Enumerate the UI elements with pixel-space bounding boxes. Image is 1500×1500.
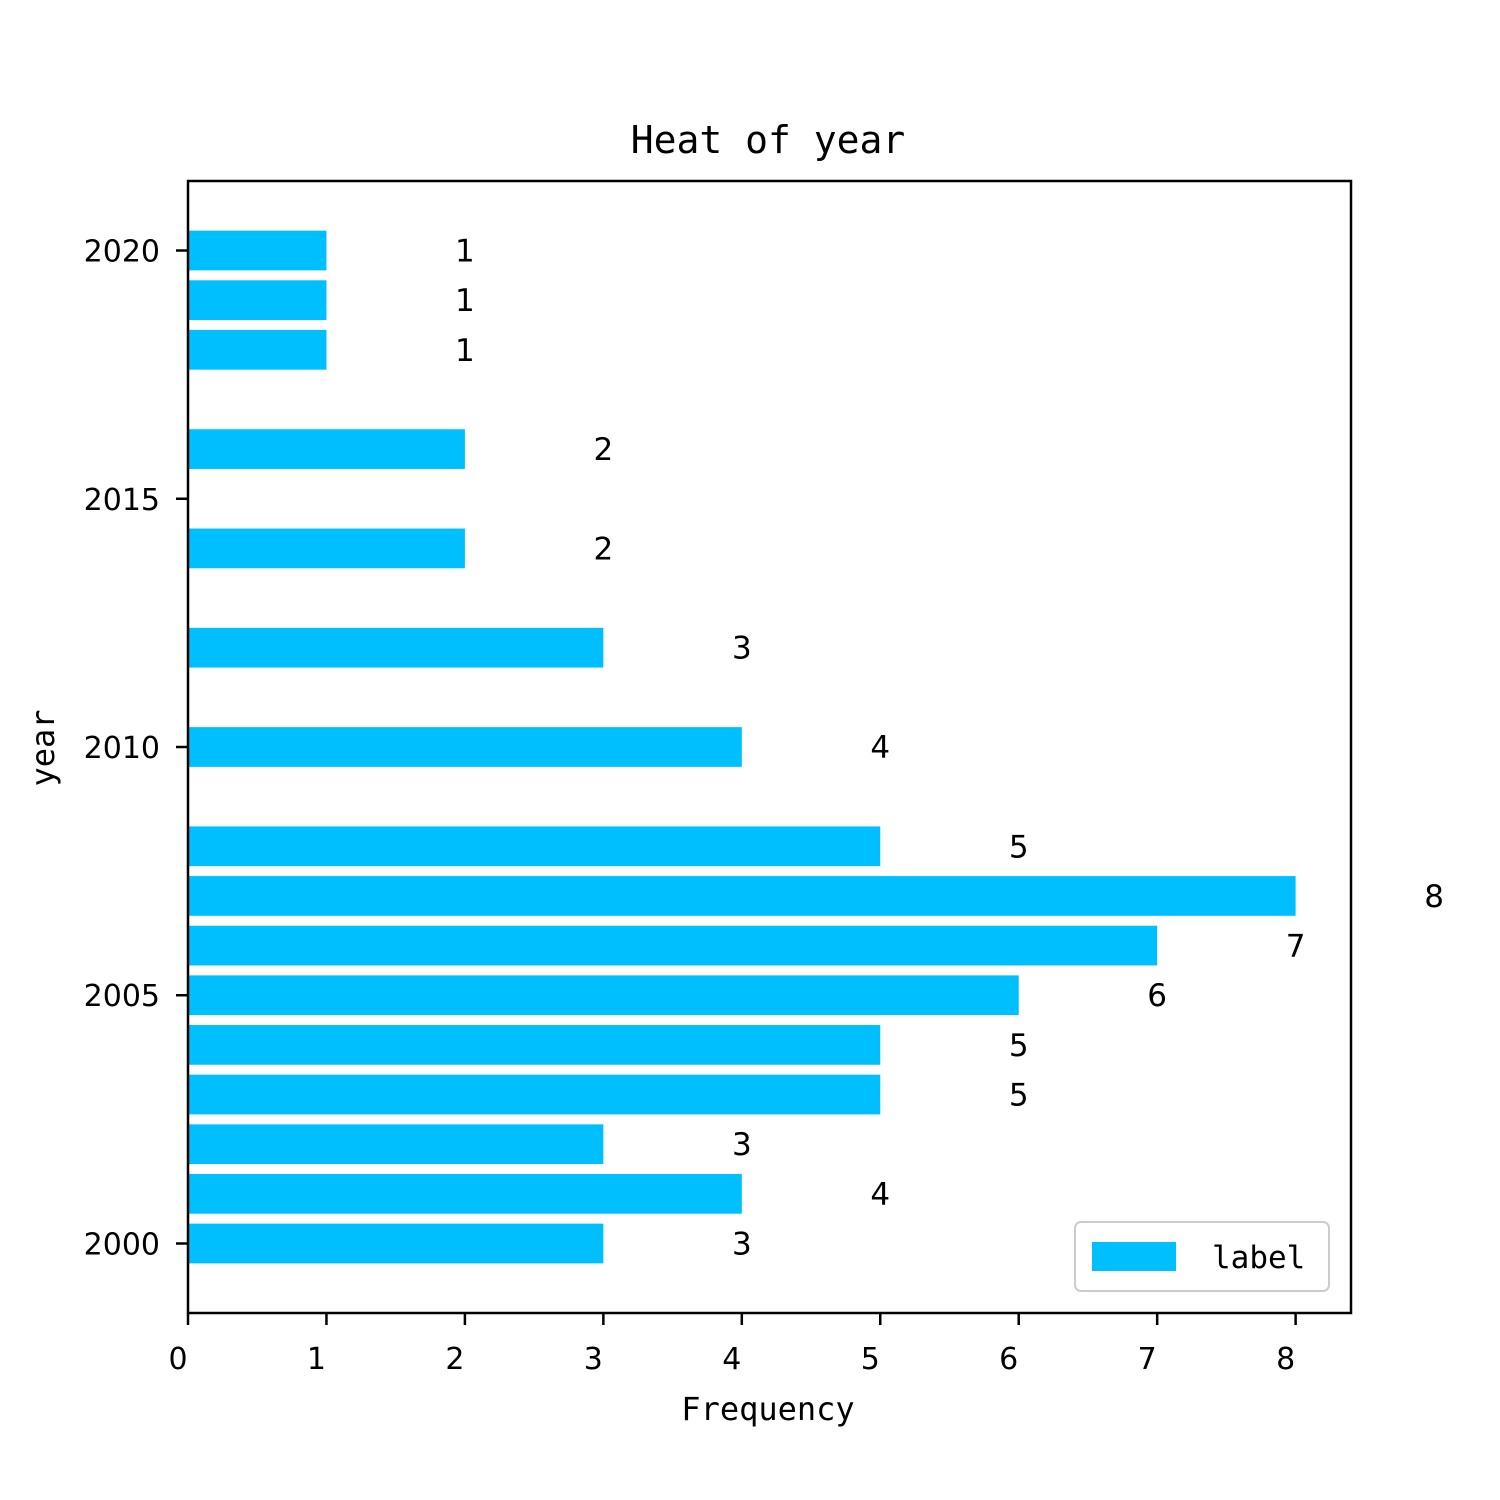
bar-2008 bbox=[188, 826, 881, 867]
x-tick-label-0: 0 bbox=[168, 1342, 187, 1377]
x-axis-ticks: 0 1 2 3 4 5 6 7 8 bbox=[168, 1313, 1297, 1377]
bars-group bbox=[188, 230, 1296, 1264]
y-axis-label: year bbox=[24, 709, 62, 786]
legend: label bbox=[1074, 1221, 1330, 1292]
bar-2014 bbox=[188, 528, 465, 569]
bar-2002 bbox=[188, 1124, 604, 1165]
bar-2006 bbox=[188, 925, 1158, 966]
bar-2003 bbox=[188, 1074, 881, 1115]
value-label-2010: 4 bbox=[870, 730, 890, 766]
value-label-2014: 2 bbox=[593, 531, 613, 567]
legend-entry-label: label bbox=[1212, 1240, 1305, 1276]
y-axis-ticks: 2000 2005 2010 2015 2020 bbox=[84, 235, 188, 1262]
bar-2020 bbox=[188, 230, 327, 271]
bar-2001 bbox=[188, 1173, 742, 1214]
bar-2005 bbox=[188, 975, 1019, 1016]
value-label-2007: 8 bbox=[1424, 879, 1444, 915]
y-tick-label-2020: 2020 bbox=[84, 235, 160, 270]
value-label-2006: 7 bbox=[1286, 929, 1306, 965]
value-label-2004: 5 bbox=[1009, 1028, 1029, 1064]
value-label-2019: 1 bbox=[455, 283, 475, 319]
value-label-2008: 5 bbox=[1009, 829, 1029, 865]
x-tick-label-5: 5 bbox=[861, 1342, 880, 1377]
y-tick-label-2010: 2010 bbox=[84, 731, 160, 766]
y-tick-label-2000: 2000 bbox=[84, 1227, 160, 1262]
value-label-2012: 3 bbox=[732, 631, 752, 667]
value-labels-group: 3 4 3 5 5 6 7 8 5 4 3 2 2 1 1 1 bbox=[455, 234, 1444, 1263]
y-tick-label-2015: 2015 bbox=[84, 483, 160, 518]
x-tick-label-8: 8 bbox=[1276, 1342, 1295, 1377]
bar-2018 bbox=[188, 329, 327, 370]
value-label-2003: 5 bbox=[1009, 1078, 1029, 1114]
x-tick-label-6: 6 bbox=[999, 1342, 1018, 1377]
value-label-2002: 3 bbox=[732, 1127, 752, 1163]
bar-2010 bbox=[188, 727, 742, 767]
x-tick-label-2: 2 bbox=[445, 1342, 464, 1377]
bar-2007 bbox=[188, 876, 1296, 916]
x-tick-label-4: 4 bbox=[722, 1342, 741, 1377]
y-tick-label-2005: 2005 bbox=[84, 979, 160, 1014]
chart-title: Heat of year bbox=[631, 118, 906, 162]
bar-2016 bbox=[188, 429, 465, 469]
bar-2012 bbox=[188, 627, 604, 668]
value-label-2020: 1 bbox=[455, 234, 475, 270]
bar-2019 bbox=[188, 280, 327, 321]
bar-2004 bbox=[188, 1025, 881, 1065]
value-label-2016: 2 bbox=[593, 432, 613, 468]
legend-frame bbox=[1074, 1221, 1330, 1292]
x-tick-label-3: 3 bbox=[584, 1342, 603, 1377]
x-tick-label-7: 7 bbox=[1138, 1342, 1157, 1377]
value-label-2005: 6 bbox=[1147, 978, 1167, 1014]
x-axis-label: Frequency bbox=[681, 1390, 854, 1428]
bar-2000 bbox=[188, 1223, 604, 1264]
x-tick-label-1: 1 bbox=[307, 1342, 326, 1377]
value-label-2001: 4 bbox=[870, 1177, 890, 1213]
value-label-2018: 1 bbox=[455, 333, 475, 369]
value-label-2000: 3 bbox=[732, 1226, 752, 1262]
legend-swatch bbox=[1092, 1242, 1176, 1271]
